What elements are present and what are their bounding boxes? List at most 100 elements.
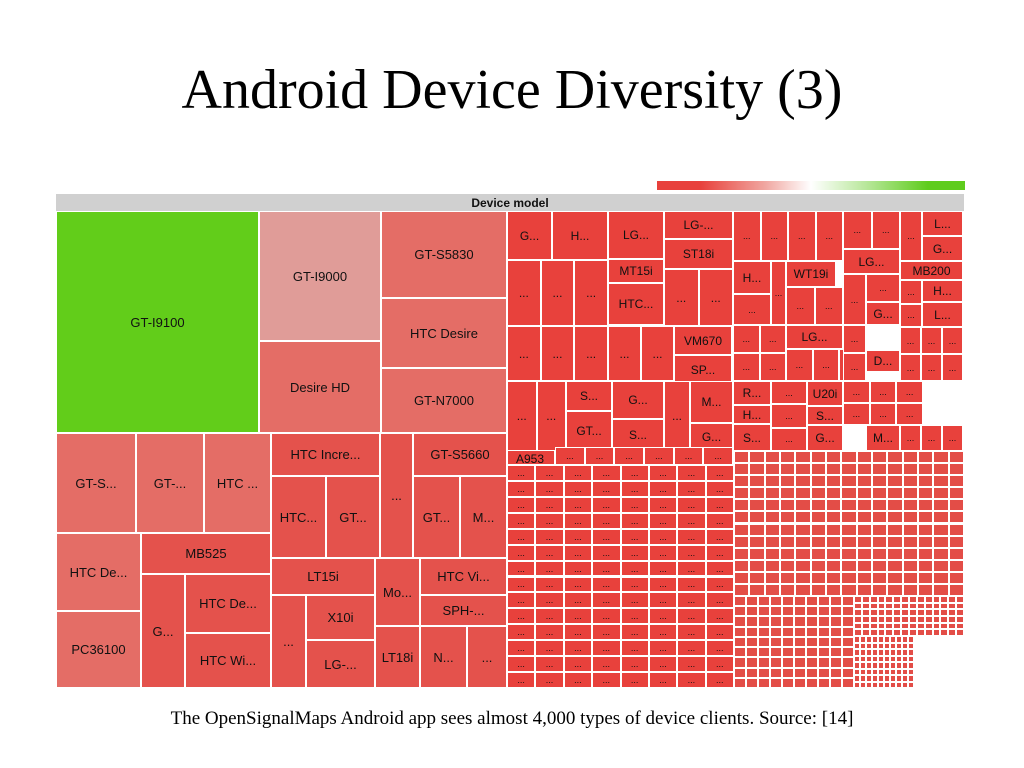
- treemap-cell-small: ...: [535, 656, 564, 673]
- treemap-cell-small: [872, 475, 888, 488]
- treemap-cell-small: [901, 596, 909, 603]
- treemap-cell: GT-I9000: [259, 211, 381, 341]
- treemap-cell-small: ...: [563, 592, 593, 609]
- treemap-cell-small: [780, 499, 796, 512]
- slide-title: Android Device Diversity (3): [181, 59, 843, 121]
- treemap-cell-small: ...: [869, 381, 897, 403]
- treemap-cell-small: [948, 535, 964, 548]
- treemap-cell: LG...: [843, 249, 900, 274]
- treemap-cell-small: [893, 622, 902, 630]
- treemap-cell-small: ...: [942, 354, 963, 381]
- treemap-cell-small: [795, 535, 811, 548]
- treemap-cell-small: [818, 636, 830, 648]
- treemap-cell-small: [795, 523, 811, 536]
- treemap-cell-small: [780, 463, 796, 476]
- treemap-cell-small: ...: [648, 608, 678, 625]
- treemap-cell-small: [764, 487, 780, 500]
- treemap-cell-small: [866, 668, 872, 675]
- treemap-cell: MT15i: [608, 259, 664, 283]
- treemap-cell-small: ...: [677, 496, 706, 513]
- treemap-cell-small: [782, 677, 794, 688]
- treemap-cell-small: ...: [771, 261, 786, 325]
- treemap-cell-small: ...: [733, 294, 771, 325]
- treemap-cell-small: ...: [641, 326, 674, 381]
- treemap-cell-small: [810, 499, 826, 512]
- treemap-cell-small: [933, 511, 949, 524]
- treemap-cell: X10i: [306, 595, 375, 640]
- treemap-cell-small: [878, 655, 884, 662]
- treemap-cell-small: [826, 571, 842, 584]
- treemap-cell-small: [810, 463, 826, 476]
- treemap-cell: G...: [612, 381, 664, 419]
- treemap-cell-small: ...: [677, 576, 706, 593]
- treemap-cell-small: ...: [786, 287, 815, 325]
- treemap-cell-small: [734, 636, 746, 648]
- treemap-cell-small: ...: [592, 528, 621, 545]
- treemap-cell-small: ...: [574, 326, 608, 381]
- treemap-cell-small: [918, 475, 934, 488]
- treemap-cell: H...: [733, 405, 771, 424]
- treemap-cell-small: [933, 571, 949, 584]
- treemap-cell-small: ...: [705, 640, 734, 657]
- treemap-cell-small: ...: [664, 269, 699, 326]
- treemap-cell-small: [795, 571, 811, 584]
- treemap-cell-small: [902, 583, 918, 596]
- treemap-cell-small: [782, 667, 794, 678]
- treemap-cell-small: [749, 571, 765, 584]
- treemap-cell-small: [902, 649, 908, 656]
- treemap-cell-small: [810, 535, 826, 548]
- treemap-cell-small: [869, 596, 878, 603]
- treemap-cell-small: ...: [535, 560, 564, 577]
- treemap-cell-small: [956, 616, 964, 623]
- treemap-cell-small: [902, 642, 908, 649]
- treemap-cell-small: ...: [507, 672, 536, 688]
- treemap-cell-small: [877, 629, 886, 636]
- treemap-cell-small: [901, 602, 909, 610]
- treemap-cell-small: ...: [592, 656, 621, 673]
- treemap-cell: SPH-...: [420, 595, 507, 626]
- treemap-cell-small: ...: [843, 211, 872, 249]
- treemap-cell-small: ...: [592, 544, 621, 561]
- treemap-cell-small: ...: [507, 260, 541, 326]
- treemap-cell-small: ...: [620, 672, 649, 688]
- treemap-cell-small: [940, 609, 949, 616]
- treemap-cell-small: [866, 642, 872, 649]
- treemap-cell-small: [841, 559, 857, 572]
- treemap-cell-small: ...: [648, 465, 678, 481]
- treemap-cell: GT-I9100: [56, 211, 259, 433]
- treemap-cell-small: [932, 629, 941, 636]
- treemap-cell-small: [902, 655, 908, 662]
- treemap-cell-small: [893, 609, 902, 616]
- treemap-cell: M...: [866, 425, 900, 451]
- treemap-cell: GT-N7000: [381, 368, 507, 433]
- treemap-cell-small: [887, 547, 903, 560]
- treemap-cell-small: [795, 547, 811, 560]
- treemap-cell-small: [878, 675, 884, 682]
- treemap-cell-small: ...: [733, 353, 760, 381]
- treemap-cell-small: [780, 571, 796, 584]
- treemap-cell-small: [758, 657, 770, 668]
- treemap-cell-small: ...: [507, 576, 536, 593]
- treemap-cell-small: [948, 511, 964, 524]
- treemap-cell-small: [830, 647, 842, 658]
- treemap-cell-small: [887, 475, 903, 488]
- treemap-cell-small: ...: [698, 269, 733, 326]
- treemap-cell-small: [884, 668, 890, 675]
- treemap-cell-small: [795, 451, 811, 464]
- treemap-cell-small: ...: [648, 656, 678, 673]
- treemap-cell-small: [841, 487, 857, 500]
- treemap-cell-small: ...: [942, 425, 963, 451]
- treemap-cell-small: [810, 523, 826, 536]
- treemap-cell-small: [749, 475, 765, 488]
- treemap-cell-small: ...: [677, 656, 706, 673]
- treemap-cell-small: [782, 626, 794, 637]
- treemap-cell-small: [794, 596, 806, 607]
- treemap-cell-small: [794, 626, 806, 637]
- treemap-header: Device model: [56, 194, 964, 211]
- treemap-cell-small: [764, 499, 780, 512]
- treemap-cell-small: [842, 606, 854, 617]
- treemap-cell-small: ...: [900, 280, 922, 304]
- treemap-cell-small: [948, 571, 964, 584]
- treemap-cell-small: [734, 511, 750, 524]
- treemap-cell-small: [746, 677, 758, 688]
